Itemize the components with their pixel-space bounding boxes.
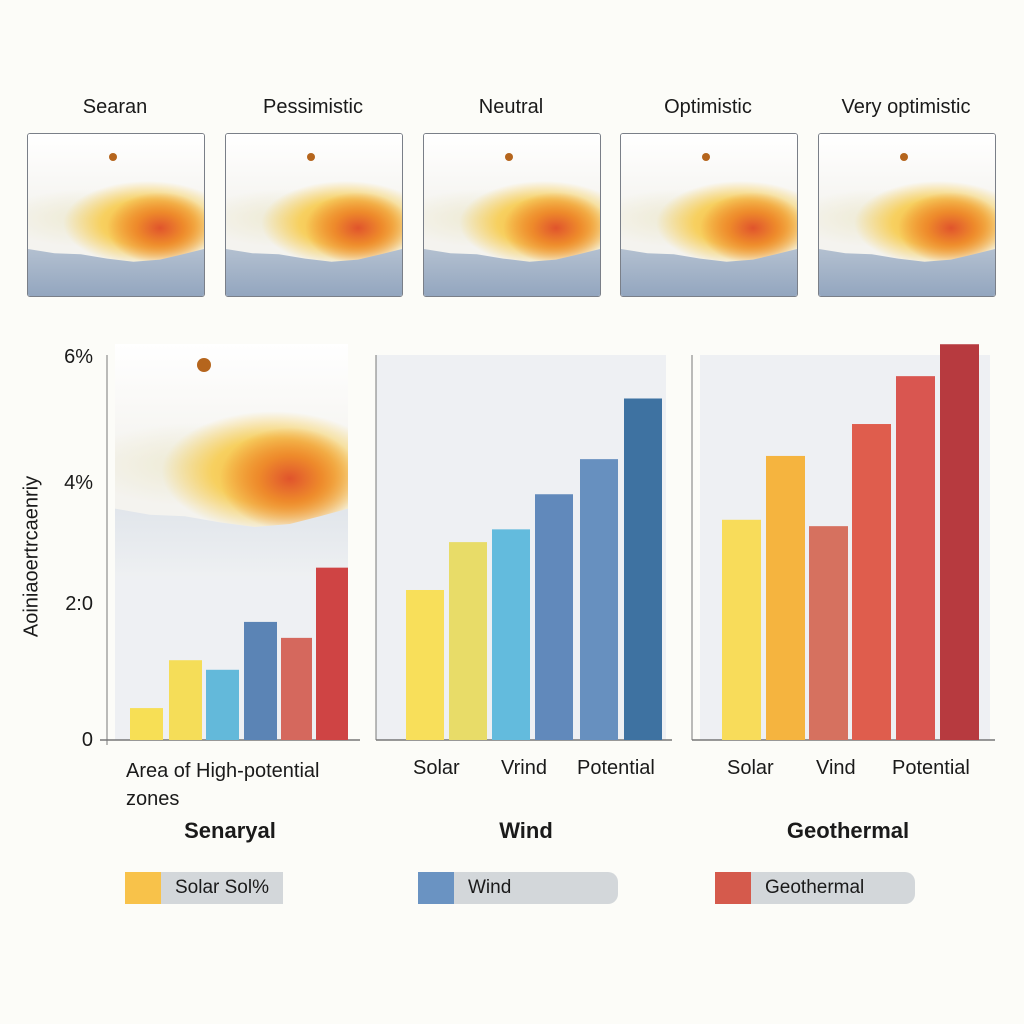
bar-2-4 <box>535 494 573 740</box>
y-tick-0: 0 <box>81 729 93 751</box>
bar-3-5 <box>896 376 935 740</box>
bar-1-5 <box>281 637 312 740</box>
y-tick-6: 6% <box>64 346 93 368</box>
panel1-map-image <box>115 344 348 576</box>
bar-1-2 <box>169 660 202 740</box>
bar-3-4 <box>852 424 891 740</box>
legend-swatch <box>418 872 454 904</box>
legend-swatch <box>715 872 751 904</box>
panel2-tick-potential: Potential <box>577 757 655 779</box>
panel3-tick-potential: Potential <box>892 757 970 779</box>
scenario-label: Searan <box>82 96 148 118</box>
panel3-tick-wind: Vind <box>816 757 856 779</box>
panel3-title: Geothermal <box>786 818 910 843</box>
scenario-map-thumbnail <box>225 133 403 297</box>
panel1-x-label: Area of High-potential zones <box>126 760 320 810</box>
scenario-map-thumbnail <box>423 133 601 297</box>
panel2-title: Wind <box>499 818 553 843</box>
panel2-tick-solar: Solar <box>413 757 460 779</box>
scenario-label: Pessimistic <box>262 96 363 118</box>
panel3-tick-solar: Solar <box>727 757 774 779</box>
scenario-map-thumbnail <box>27 133 205 297</box>
legend-swatch <box>125 872 161 904</box>
panel1-title: Senaryal <box>184 818 276 843</box>
y-tick-2: 2:0 <box>65 593 93 615</box>
bar-3-2 <box>766 455 805 740</box>
scenario-label: Optimistic <box>664 96 752 118</box>
y-tick-4: 4% <box>64 472 93 494</box>
scenario-label: Very optimistic <box>841 96 971 118</box>
scenario-map-thumbnail <box>620 133 798 297</box>
scenario-map-thumbnail <box>818 133 996 297</box>
bar-1-1 <box>130 708 163 740</box>
panel2-tick-wind: Vrind <box>501 757 547 779</box>
bar-2-6 <box>624 398 662 740</box>
bar-3-1 <box>722 519 761 740</box>
legend-label: Geothermal <box>751 872 915 904</box>
legend-wind: Wind <box>418 872 618 904</box>
bar-1-4 <box>244 621 277 740</box>
scenario-label: Neutral <box>478 96 544 118</box>
legend-label: Wind <box>454 872 618 904</box>
bar-2-5 <box>580 459 618 740</box>
bar-3-3 <box>809 526 848 740</box>
bar-1-3 <box>206 669 239 740</box>
legend-geothermal: Geothermal <box>715 872 915 904</box>
bar-1-6 <box>316 567 348 740</box>
bar-2-2 <box>449 542 487 740</box>
legend-solar: Solar Sol% <box>125 872 283 904</box>
bar-3-6 <box>940 344 979 740</box>
bar-2-3 <box>492 529 530 740</box>
legend-label: Solar Sol% <box>161 872 283 904</box>
bar-2-1 <box>406 589 444 740</box>
